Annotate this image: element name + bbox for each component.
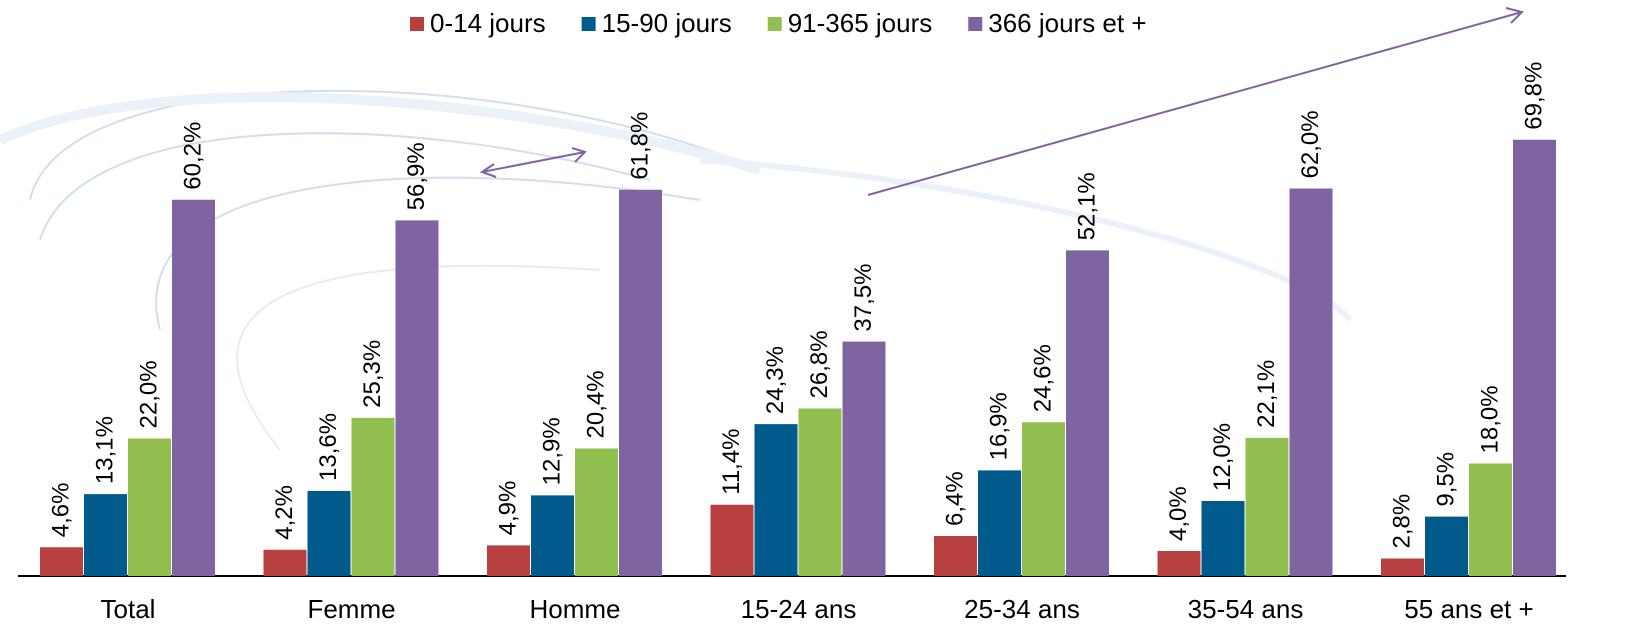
x-tick-label: Femme: [307, 594, 395, 624]
value-label: 12,0%: [1209, 423, 1236, 491]
bar: [575, 448, 618, 576]
x-tick-label: 15-24 ans: [741, 594, 857, 624]
bar: [531, 495, 574, 576]
value-label: 9,5%: [1432, 452, 1459, 507]
value-label: 22,1%: [1253, 360, 1280, 428]
value-label: 24,3%: [762, 346, 789, 414]
bar: [710, 504, 754, 576]
bar: [1022, 422, 1065, 576]
value-label: 18,0%: [1476, 385, 1503, 453]
bar: [1201, 501, 1245, 576]
bar: [842, 341, 886, 576]
bar: [1289, 188, 1333, 576]
value-label: 4,6%: [47, 483, 74, 538]
bar: [1245, 437, 1289, 576]
value-label: 69,8%: [1520, 62, 1547, 130]
legend-text: 366 jours et +: [988, 8, 1146, 38]
bar: [798, 408, 842, 576]
value-label: 52,1%: [1073, 172, 1100, 240]
bar: [487, 545, 530, 576]
value-label: 11,4%: [718, 428, 745, 494]
value-label: 20,4%: [582, 370, 609, 438]
x-tick-label: 35-54 ans: [1188, 594, 1304, 624]
legend-text: 0-14 jours: [430, 8, 546, 38]
value-label: 13,1%: [91, 416, 118, 484]
value-label: 25,3%: [359, 340, 386, 408]
bar: [172, 199, 215, 576]
value-label: 56,9%: [403, 142, 430, 210]
x-tick-label: Homme: [529, 594, 620, 624]
legend-swatch: [968, 17, 983, 31]
legend-swatch: [410, 17, 424, 31]
bar: [40, 547, 83, 576]
value-label: 13,6%: [315, 413, 342, 481]
bar: [978, 470, 1021, 576]
bar: [619, 189, 662, 576]
bar: [1469, 463, 1512, 576]
bar: [1157, 551, 1201, 576]
value-label: 16,9%: [985, 392, 1012, 460]
bar: [1066, 250, 1109, 576]
legend-text: 15-90 jours: [602, 8, 732, 38]
legend-text: 91-365 jours: [788, 8, 933, 38]
legend-swatch: [581, 17, 596, 31]
x-tick-label: Total: [101, 594, 156, 624]
value-label: 24,6%: [1029, 344, 1056, 412]
value-label: 60,2%: [179, 122, 206, 190]
value-label: 4,9%: [494, 481, 521, 536]
bar: [1425, 516, 1468, 576]
value-label: 4,0%: [1165, 486, 1192, 541]
bar: [263, 549, 307, 576]
arrows: [479, 7, 1524, 196]
value-label: 4,2%: [271, 485, 298, 540]
value-label: 22,0%: [135, 360, 162, 428]
x-tick-label: 25-34 ans: [964, 594, 1080, 624]
value-label: 6,4%: [941, 471, 968, 526]
value-label: 37,5%: [850, 264, 877, 332]
bar: [351, 417, 395, 576]
x-tick-label: 55 ans et +: [1404, 594, 1533, 624]
value-label: 2,8%: [1388, 494, 1415, 549]
value-label: 62,0%: [1297, 110, 1324, 178]
bar: [84, 494, 127, 576]
bar: [1513, 139, 1556, 576]
value-label: 61,8%: [626, 112, 653, 180]
bar: [395, 220, 439, 576]
bar: [1381, 558, 1424, 576]
bar: [754, 424, 798, 576]
bar: [307, 491, 351, 576]
bar: [934, 536, 977, 576]
bar: [128, 438, 171, 576]
value-label: 12,9%: [538, 417, 565, 485]
value-label: 26,8%: [806, 330, 833, 398]
legend-swatch: [767, 17, 782, 31]
